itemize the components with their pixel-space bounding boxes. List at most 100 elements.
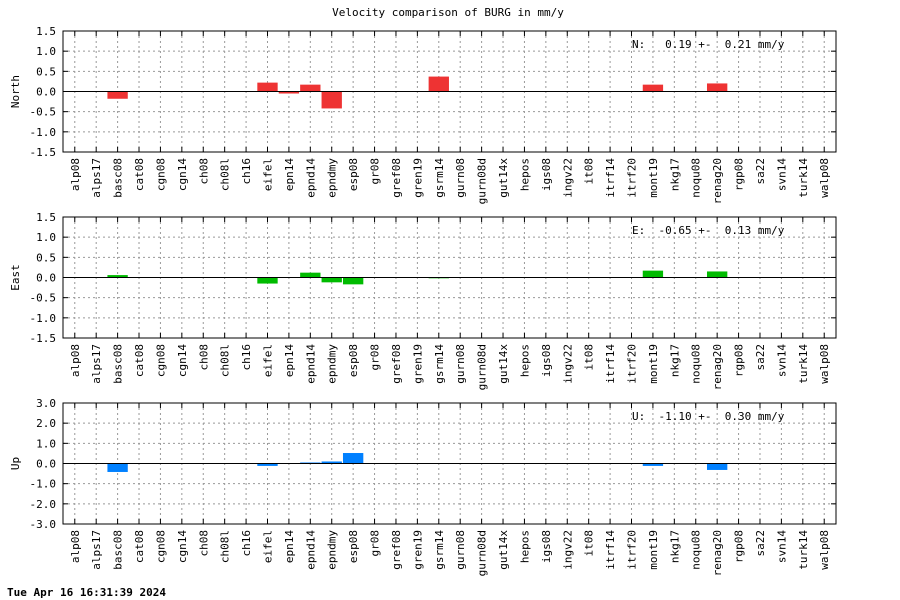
y-axis-label: North [9, 75, 22, 108]
x-tick-label: eifel [261, 158, 274, 191]
y-tick-label: 3.0 [36, 397, 56, 410]
x-tick-label: itrf20 [626, 530, 639, 570]
x-tick-label: cat08 [133, 344, 146, 377]
x-tick-label: gut14x [497, 530, 510, 570]
x-tick-label: gurn08 [454, 344, 467, 384]
plot-frame [62, 402, 837, 525]
x-tick-label: cgn08 [154, 530, 167, 563]
x-tick-label: gr08 [369, 158, 382, 185]
x-tick-label: gurn08d [476, 530, 489, 576]
x-tick-label: itrf14 [604, 158, 617, 198]
x-tick-label: noqu08 [690, 344, 703, 384]
y-tick-label: 1.0 [36, 231, 56, 244]
x-tick-label: ch08 [197, 344, 210, 371]
y-tick-label: -0.5 [30, 106, 57, 119]
bar-eifel [257, 82, 278, 92]
bar-epnd14 [300, 272, 321, 278]
x-tick-label: gsrm14 [433, 158, 446, 198]
x-tick-label: rgp08 [733, 530, 746, 563]
x-tick-label: gref08 [390, 158, 403, 198]
bar-epnd14 [300, 84, 321, 92]
x-tick-label: epndmy [326, 344, 339, 384]
x-tick-label: gref08 [390, 344, 403, 384]
x-tick-label: epndmy [326, 158, 339, 198]
bar-epn14 [278, 91, 300, 94]
x-tick-label: rgp08 [733, 158, 746, 191]
x-tick-label: ingv22 [561, 158, 574, 198]
stats-annotation: N: 0.19 +- 0.21 mm/y [632, 38, 785, 51]
x-tick-label: igs08 [540, 344, 553, 377]
x-tick-label: ch16 [240, 344, 253, 371]
x-tick-label: gr08 [369, 530, 382, 557]
x-tick-label: gurn08 [454, 530, 467, 570]
y-tick-label: 0.5 [36, 251, 56, 264]
x-tick-label: svn14 [775, 530, 788, 563]
x-tick-label: ch16 [240, 530, 253, 557]
x-tick-label: ingv22 [561, 344, 574, 384]
y-tick-label: -1.5 [30, 332, 57, 345]
y-axis-label: East [9, 264, 22, 291]
x-tick-label: svn14 [775, 158, 788, 191]
x-tick-label: gut14x [497, 344, 510, 384]
x-tick-label: basc08 [112, 158, 125, 198]
y-tick-label: 1.5 [36, 25, 56, 38]
x-tick-label: alp08 [69, 344, 82, 377]
x-tick-label: alps17 [90, 158, 103, 198]
chart-title: Velocity comparison of BURG in mm/y [332, 6, 564, 19]
x-tick-label: gren19 [411, 344, 424, 384]
stats-annotation: U: -1.10 +- 0.30 mm/y [632, 410, 785, 423]
x-tick-label: turk14 [797, 344, 810, 384]
chart-panel-north: -1.5 -1.0 -0.5 0.0 0.5 1.0 1.5 alp08 alps17 basc0… [9, 25, 837, 204]
bar-basc08 [107, 275, 128, 278]
y-axis-label: Up [9, 457, 22, 470]
y-tick-label: 2.0 [36, 417, 56, 430]
y-tick-label: -1.5 [30, 146, 57, 159]
x-tick-label: ch08l [219, 158, 232, 191]
x-tick-label: it08 [583, 530, 596, 557]
bar-esp08 [342, 453, 364, 464]
x-tick-label: noqu08 [690, 530, 703, 570]
x-tick-label: epn14 [283, 530, 296, 563]
x-tick-label: alp08 [69, 530, 82, 563]
x-tick-label: gut14x [497, 158, 510, 198]
bar-mont19 [642, 84, 664, 92]
x-tick-label: sa22 [754, 344, 767, 371]
bar-basc08 [107, 463, 128, 472]
x-tick-label: epn14 [283, 158, 296, 191]
x-tick-label: cat08 [133, 158, 146, 191]
bar-epndmy [321, 91, 342, 109]
x-tick-label: epnd14 [304, 530, 317, 570]
x-tick-label: sa22 [754, 530, 767, 557]
x-tick-label: cgn14 [176, 344, 189, 377]
x-tick-label: renag20 [711, 344, 724, 390]
x-tick-label: hepos [518, 158, 531, 191]
x-tick-label: esp08 [347, 158, 360, 191]
x-tick-label: esp08 [347, 530, 360, 563]
x-tick-label: ch08 [197, 530, 210, 557]
x-tick-label: gref08 [390, 530, 403, 570]
x-tick-label: cgn14 [176, 530, 189, 563]
x-tick-label: walp08 [818, 158, 831, 198]
x-tick-label: eifel [261, 530, 274, 563]
x-tick-label: mont19 [647, 344, 660, 384]
x-tick-label: renag20 [711, 158, 724, 204]
y-tick-label: -1.0 [30, 478, 57, 491]
plot-frame [62, 216, 837, 339]
x-tick-label: turk14 [797, 530, 810, 570]
x-tick-label: ch16 [240, 158, 253, 185]
x-tick-label: gren19 [411, 158, 424, 198]
bar-eifel [257, 277, 278, 284]
x-tick-label: it08 [583, 344, 596, 371]
x-tick-label: itrf20 [626, 158, 639, 198]
y-tick-label: 0.0 [36, 86, 56, 99]
x-tick-label: gren19 [411, 530, 424, 570]
chart-panel-east: -1.5 -1.0 -0.5 0.0 0.5 1.0 1.5 alp08 alps17 basc0… [9, 211, 837, 390]
x-tick-label: nkg17 [668, 530, 681, 563]
x-tick-label: alp08 [69, 158, 82, 191]
y-tick-label: 1.0 [36, 45, 56, 58]
x-tick-label: noqu08 [690, 158, 703, 198]
x-tick-label: epndmy [326, 530, 339, 570]
x-tick-label: nkg17 [668, 158, 681, 191]
stats-annotation: E: -0.65 +- 0.13 mm/y [632, 224, 785, 237]
x-tick-label: alps17 [90, 344, 103, 384]
